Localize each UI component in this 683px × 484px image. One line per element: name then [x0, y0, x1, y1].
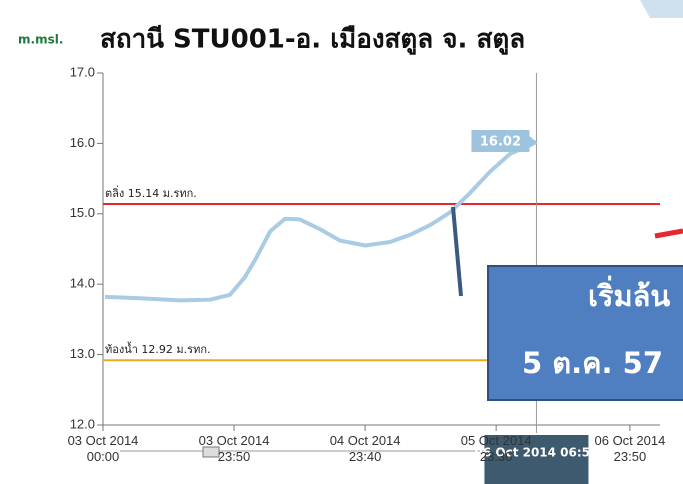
- crosshair-label: 06 Oct 2014 06:50: [475, 446, 599, 460]
- y-tick-label: 17.0: [70, 64, 95, 79]
- y-tick-label: 16.0: [70, 135, 95, 150]
- background-image: [640, 0, 683, 18]
- callout-box: [487, 265, 683, 401]
- callout-text: 5 ต.ค. 57: [522, 346, 663, 380]
- scroll-bar: [120, 450, 520, 452]
- reference-label: ท้องน้ำ 12.92 ม.รทก.: [105, 341, 210, 356]
- y-tick-label: 12.0: [70, 416, 95, 431]
- crosshair-label-box: [484, 435, 589, 484]
- scroll-handle[interactable]: [202, 446, 220, 458]
- x-tick-label: 03 Oct 2014 00:00: [67, 433, 139, 464]
- x-tick-label: 05 Oct 2014 23:30: [460, 433, 532, 464]
- tooltip: [471, 129, 530, 152]
- y-tick-label: 15.0: [70, 205, 95, 220]
- callout-pointer: [451, 206, 463, 297]
- y-tick-label: 13.0: [70, 346, 95, 361]
- y-unit: m.msl.: [18, 33, 63, 47]
- red-arrow: [654, 228, 683, 239]
- tooltip-pointer: [529, 135, 537, 148]
- y-tick-label: 14.0: [70, 276, 95, 291]
- callout-text: เริ่มล้น: [588, 275, 670, 313]
- data-line: [104, 140, 538, 303]
- x-tick-label: 06 Oct 2014 23:50: [594, 433, 666, 464]
- chart-title: สถานี STU001-อ. เมืองสตูล จ. สตูล: [100, 25, 525, 56]
- x-tick-label: 04 Oct 2014 23:40: [329, 433, 401, 464]
- x-tick-label: 03 Oct 2014 23:50: [198, 433, 270, 464]
- reference-label: ตลิ่ง 15.14 ม.รทก.: [105, 185, 197, 200]
- tooltip-value: 16.02: [480, 134, 521, 149]
